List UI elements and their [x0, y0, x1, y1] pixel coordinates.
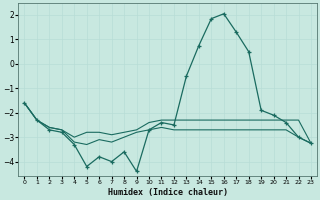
X-axis label: Humidex (Indice chaleur): Humidex (Indice chaleur) — [108, 188, 228, 197]
